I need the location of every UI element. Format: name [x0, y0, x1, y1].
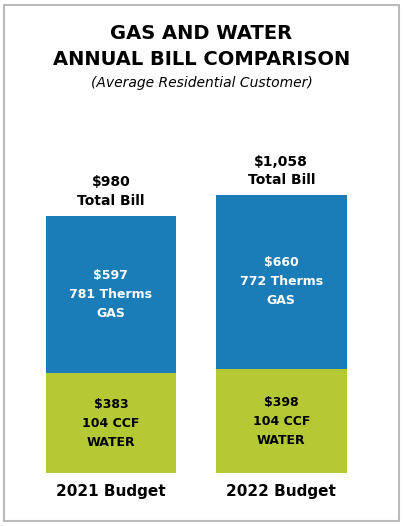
Text: GAS AND WATER: GAS AND WATER	[110, 24, 293, 43]
Text: $597
781 Therms
GAS: $597 781 Therms GAS	[69, 269, 152, 320]
Text: ANNUAL BILL COMPARISON: ANNUAL BILL COMPARISON	[53, 50, 350, 69]
Text: 2022 Budget: 2022 Budget	[226, 484, 336, 499]
Text: 2021 Budget: 2021 Budget	[56, 484, 166, 499]
Bar	[216, 195, 347, 369]
Text: $660
772 Therms
GAS: $660 772 Therms GAS	[240, 257, 323, 307]
Text: (Average Residential Customer): (Average Residential Customer)	[91, 76, 312, 90]
Bar	[46, 372, 176, 473]
Text: $398
104 CCF
WATER: $398 104 CCF WATER	[253, 396, 310, 447]
Text: $383
104 CCF
WATER: $383 104 CCF WATER	[82, 398, 139, 449]
Bar	[216, 369, 347, 473]
Text: $980
Total Bill: $980 Total Bill	[77, 175, 145, 208]
Bar	[46, 216, 176, 372]
Text: $1,058
Total Bill: $1,058 Total Bill	[247, 155, 315, 187]
